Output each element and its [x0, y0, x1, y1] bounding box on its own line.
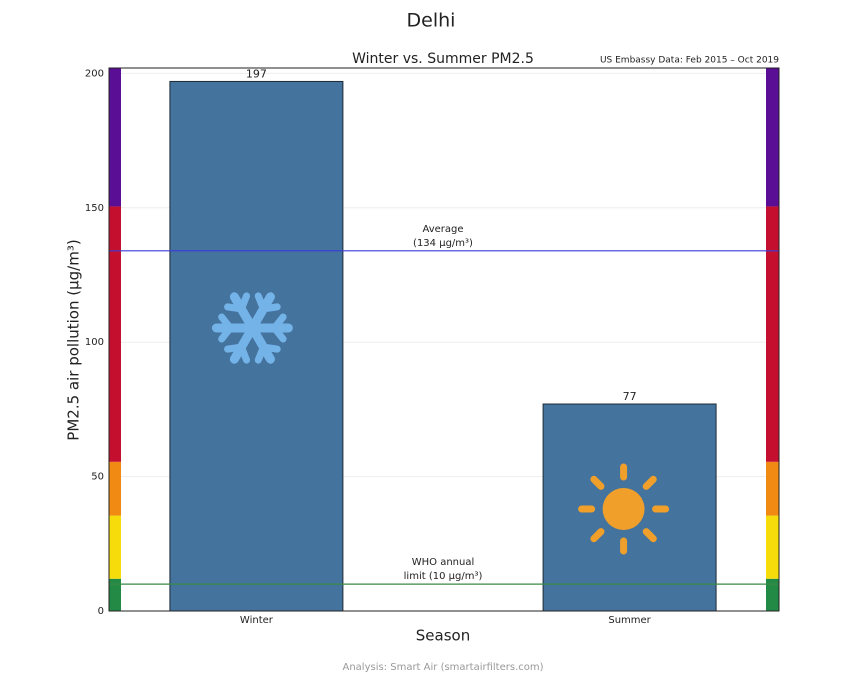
- x-axis-label: Season: [416, 627, 470, 645]
- snowflake-icon: [229, 292, 257, 333]
- y-tick-label: 50: [91, 472, 104, 483]
- aqi-band: [766, 461, 779, 516]
- aqi-band: [109, 206, 121, 462]
- snowflake-icon: [224, 303, 245, 313]
- sun-icon: [642, 528, 657, 543]
- snowflake-icon: [270, 313, 287, 332]
- footer-note: Analysis: Smart Air (smartairfilters.com…: [342, 662, 543, 673]
- value-label: 77: [623, 390, 637, 403]
- aqi-band: [109, 68, 121, 207]
- snowflake-icon: [247, 323, 275, 364]
- reference-label: Average: [422, 224, 463, 235]
- chart-subtitle: Winter vs. Summer PM2.5: [352, 51, 534, 67]
- snowflake-icon: [259, 343, 281, 353]
- aqi-band: [109, 578, 121, 611]
- y-tick-label: 0: [98, 606, 104, 617]
- snowflake-icon: [247, 292, 275, 333]
- y-tick-label: 150: [85, 203, 104, 214]
- snowflake-icon: [237, 343, 251, 364]
- chart-title: Delhi: [407, 10, 456, 32]
- snowflake-icon: [254, 292, 267, 313]
- overlay: 0 50 100 150 200 197 Winter 77 Summer Average (134…: [85, 67, 780, 626]
- snowflake-icon: [229, 323, 257, 364]
- reference-label: WHO annual: [412, 557, 475, 568]
- aqi-band: [766, 515, 779, 579]
- reference-label: limit (10 μg/m³): [404, 571, 483, 582]
- y-axis-label: PM2.5 air pollution (μg/m³): [65, 239, 83, 440]
- aqi-band: [766, 206, 779, 462]
- aqi-band: [109, 515, 121, 579]
- plot-frame: [108, 67, 780, 612]
- y-tick-label: 100: [85, 337, 104, 348]
- aqi-band: [109, 461, 121, 516]
- aqi-band: [766, 68, 779, 207]
- plot-area: [109, 68, 779, 611]
- bar: [169, 80, 344, 611]
- sun-icon: [602, 488, 645, 530]
- sun-icon: [590, 475, 605, 490]
- reference-label: (134 μg/m³): [413, 238, 473, 249]
- snowflake-icon: [218, 324, 234, 343]
- x-tick-label: Summer: [608, 615, 651, 626]
- source-note: US Embassy Data: Feb 2015 – Oct 2019: [600, 56, 779, 66]
- aqi-band: [766, 578, 779, 611]
- value-label: 197: [246, 67, 267, 80]
- y-tick-label: 200: [85, 68, 104, 79]
- sun-icon: [642, 475, 657, 490]
- x-tick-label: Winter: [240, 615, 274, 626]
- sun-icon: [590, 528, 605, 543]
